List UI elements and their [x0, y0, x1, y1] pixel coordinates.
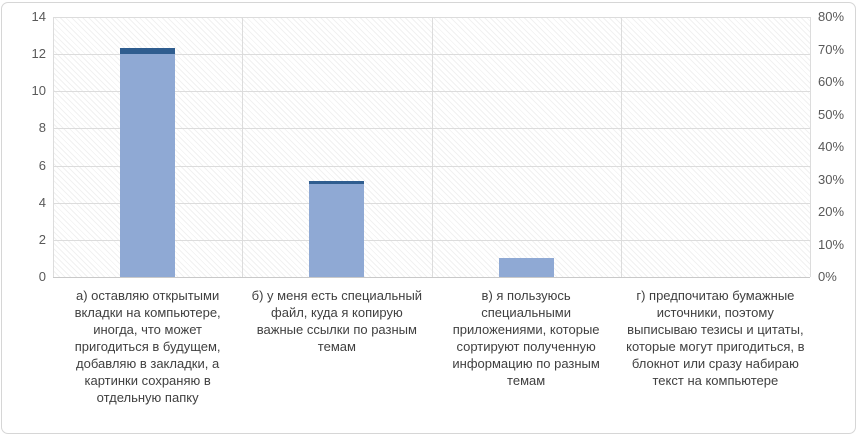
right-axis-tick-label: 0% — [818, 269, 837, 284]
left-axis-tick-label: 6 — [38, 158, 46, 173]
right-axis-tick-label: 70% — [818, 42, 845, 57]
bar — [499, 258, 554, 277]
category-separator — [53, 17, 54, 277]
left-axis-tick-label: 2 — [38, 232, 46, 247]
right-axis-tick-label: 60% — [818, 74, 845, 89]
gridline — [53, 240, 810, 241]
category-separator — [432, 17, 433, 277]
right-axis-tick-label: 20% — [818, 204, 845, 219]
left-axis-tick-label: 4 — [38, 195, 46, 210]
right-axis-tick-label: 30% — [818, 172, 845, 187]
category-label: а) оставляю открытыми вкладки на компьют… — [74, 288, 221, 405]
right-axis-tick-label: 80% — [818, 9, 845, 24]
left-axis-tick-label: 8 — [38, 120, 46, 135]
gridline — [53, 166, 810, 167]
category-label: в) я пользуюсь специальными приложениями… — [452, 288, 600, 388]
left-axis-tick-label: 0 — [38, 269, 46, 284]
right-axis-tick-label: 40% — [818, 139, 845, 154]
category-label: г) предпочитаю бумажные источники, поэто… — [626, 288, 805, 388]
gridline — [53, 203, 810, 204]
category-axis: а) оставляю открытыми вкладки на компьют… — [53, 287, 810, 406]
bar — [120, 54, 175, 277]
left-axis-tick-label: 10 — [31, 83, 46, 98]
left-axis-tick-label: 14 — [31, 9, 46, 24]
x-axis-line — [53, 277, 810, 278]
category-label: б) у меня есть специальный файл, куда я … — [251, 288, 423, 354]
right-axis-tick-label: 50% — [818, 107, 845, 122]
category-separator — [242, 17, 243, 277]
category-separator — [621, 17, 622, 277]
right-axis-tick-label: 10% — [818, 237, 845, 252]
gridline — [53, 91, 810, 92]
left-axis-tick-label: 12 — [31, 46, 46, 61]
gridline — [53, 128, 810, 129]
category-separator — [810, 17, 811, 277]
bar — [309, 184, 364, 277]
gridline — [53, 17, 810, 18]
gridline — [53, 54, 810, 55]
plot-area — [53, 17, 810, 277]
